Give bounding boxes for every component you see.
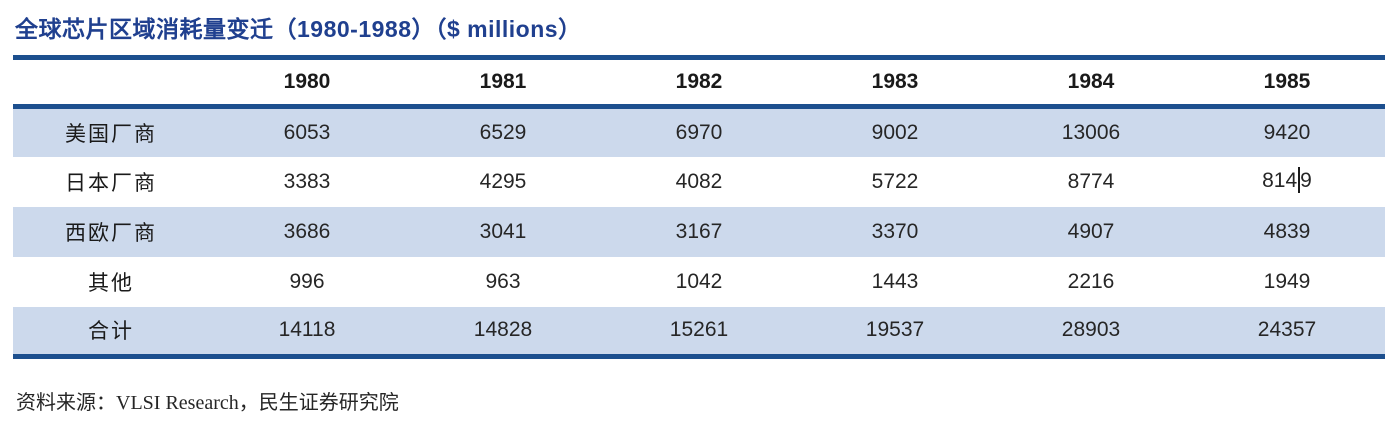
source-note: 资料来源：VLSI Research，民生证券研究院 (16, 392, 399, 414)
table-cell: 3383 (283, 169, 331, 193)
table-cell: 4082 (675, 169, 723, 193)
table-cell: 15261 (669, 318, 729, 342)
table-cell: 14828 (473, 318, 533, 342)
table-cell: 6529 (479, 120, 527, 144)
table-cell: 996 (289, 269, 325, 293)
row-label: 其他 (88, 271, 134, 295)
table-cell: 28903 (1061, 318, 1121, 342)
table-cell: 8774 (1067, 169, 1115, 193)
table-row: 西欧厂商 3686 3041 3167 3370 4907 4839 (13, 206, 1385, 257)
table-row: 美国厂商 6053 6529 6970 9002 13006 9420 (13, 106, 1385, 157)
table-cell: 3167 (675, 219, 723, 243)
table-cell: 4907 (1067, 219, 1115, 243)
table-cell: 1949 (1263, 269, 1311, 293)
table-cell: 1042 (675, 269, 723, 293)
year-column-header: 1980 (209, 57, 405, 109)
table-cell: 4839 (1263, 219, 1311, 243)
table-cell: 3370 (871, 219, 919, 243)
year-column-header: 1984 (993, 57, 1189, 109)
year-column-header: 1981 (405, 57, 601, 109)
table-row: 日本厂商 3383 4295 4082 5722 8774 814 9 (13, 157, 1385, 207)
table-cell: 6053 (283, 120, 331, 144)
table-cell: 24357 (1257, 318, 1317, 342)
table-cell: 13006 (1061, 120, 1121, 144)
table-cell: 814 9 (1189, 157, 1385, 207)
table-cell: 963 (485, 269, 521, 293)
table-cell: 9420 (1263, 120, 1311, 144)
table-cell: 1443 (871, 269, 919, 293)
table-cell: 4295 (479, 169, 527, 193)
table-cell: 5722 (871, 169, 919, 193)
year-column-header: 1983 (797, 57, 993, 109)
table-cell: 19537 (865, 318, 925, 342)
year-column-header: 1985 (1189, 57, 1385, 109)
table-row: 其他 996 963 1042 1443 2216 1949 (13, 257, 1385, 307)
table-cell: 3041 (479, 219, 527, 243)
row-label: 西欧厂商 (65, 221, 157, 245)
table-cell: 14118 (278, 318, 336, 342)
table-cell: 6970 (675, 120, 723, 144)
chip-consumption-table: 1980 1981 1982 1983 1984 1985 美国厂商 6053 6529 697… (13, 55, 1385, 359)
table-row: 合计 14118 14828 15261 19537 28903 24357 (13, 306, 1385, 357)
table-head: 1980 1981 1982 1983 1984 1985 (13, 57, 1385, 109)
row-label: 日本厂商 (65, 171, 157, 195)
table-header-row: 1980 1981 1982 1983 1984 1985 (13, 57, 1385, 109)
table-cell: 3686 (283, 219, 331, 243)
corner-cell (13, 57, 209, 109)
table-cell: 9002 (871, 120, 919, 144)
year-column-header: 1982 (601, 57, 797, 109)
table-title: 全球芯片区域消耗量变迁（1980-1988）（$ millions） (15, 16, 582, 42)
row-label: 合计 (88, 320, 134, 344)
row-label: 美国厂商 (65, 122, 157, 146)
text-cursor (1298, 167, 1301, 193)
table-cell: 2216 (1067, 269, 1115, 293)
table-body: 美国厂商 6053 6529 6970 9002 13006 9420 日本厂商 3383 429… (13, 106, 1385, 357)
